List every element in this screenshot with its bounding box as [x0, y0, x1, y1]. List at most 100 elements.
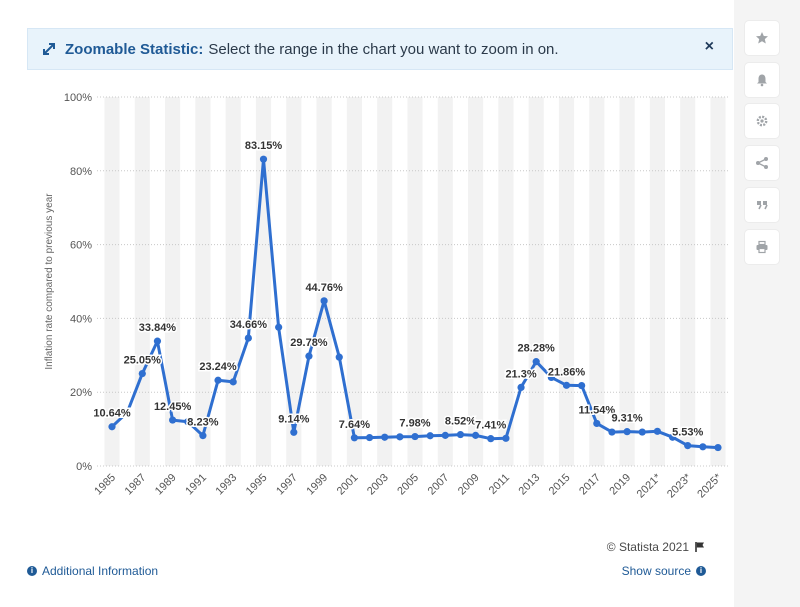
x-tick-label: 1991 [183, 472, 209, 498]
favorite-button[interactable] [745, 21, 779, 55]
year-band [316, 97, 332, 466]
year-band [407, 97, 423, 466]
x-tick-label: 2013 [517, 472, 543, 498]
data-point [487, 435, 495, 443]
data-label: 7.98% [399, 418, 430, 430]
copyright: © Statista 2021 [607, 540, 706, 554]
show-source-label: Show source [621, 564, 691, 578]
year-band [134, 97, 150, 466]
x-tick-label: 2019 [607, 472, 633, 498]
y-tick-label: 80% [70, 166, 92, 178]
data-point [441, 431, 449, 439]
close-icon[interactable]: × [704, 38, 714, 55]
data-point [123, 408, 131, 417]
data-point [562, 381, 571, 389]
data-point [668, 433, 677, 441]
star-icon [756, 32, 768, 44]
data-point [456, 430, 465, 439]
data-point [411, 432, 419, 441]
x-tick-label: 2007 [426, 472, 452, 498]
line-chart[interactable]: 0% 20% 40% 60% 80% 100% Inflation rate compare… [0, 75, 734, 605]
data-label: 8.23% [187, 417, 218, 429]
year-band [680, 97, 696, 466]
year-band [528, 97, 544, 466]
data-point [169, 416, 177, 424]
data-point [229, 378, 237, 386]
data-label: 44.76% [305, 282, 343, 294]
share-button[interactable] [745, 146, 779, 180]
data-point [547, 373, 555, 382]
data-point [472, 431, 480, 439]
x-tick-label: 2023* [665, 471, 694, 500]
data-point [350, 434, 358, 442]
data-point [426, 432, 434, 440]
year-band [589, 97, 605, 466]
year-band [286, 97, 302, 466]
banner-title: Zoomable Statistic: [65, 40, 204, 58]
data-point [244, 334, 252, 342]
year-band [558, 97, 575, 466]
x-tick-label: 2017 [577, 472, 603, 498]
data-label: 25.05% [124, 355, 162, 367]
data-point [517, 383, 525, 392]
additional-info-link[interactable]: i Additional Information [27, 564, 158, 578]
info-icon: i [27, 566, 37, 576]
x-tick-label: 2009 [456, 472, 482, 498]
x-tick-label: 1995 [244, 472, 270, 498]
data-point [199, 432, 207, 440]
zoom-banner: Zoomable Statistic: Select the range in … [27, 28, 733, 70]
data-point [502, 434, 510, 442]
additional-info-label: Additional Information [42, 564, 159, 578]
y-tick-label: 40% [70, 313, 92, 325]
data-label: 9.31% [611, 413, 642, 425]
data-label: 8.52% [445, 416, 476, 428]
data-point [593, 419, 601, 428]
gear-icon [756, 115, 768, 127]
data-point [638, 428, 646, 436]
data-point [335, 353, 343, 361]
data-point [153, 337, 162, 345]
x-tick-label: 1993 [214, 472, 240, 498]
data-point [108, 423, 116, 431]
x-tick-label: 1989 [153, 472, 179, 498]
data-point [714, 443, 722, 452]
year-band [649, 97, 665, 466]
data-label: 28.28% [518, 343, 556, 355]
x-tick-label: 1987 [123, 472, 149, 498]
banner-text: Select the range in the chart you want t… [208, 40, 559, 58]
notify-button[interactable] [745, 63, 779, 97]
data-label: 21.86% [548, 366, 586, 378]
x-tick-label: 1997 [274, 472, 300, 498]
data-label: 34.66% [230, 319, 268, 331]
data-point [578, 381, 586, 390]
cite-button[interactable] [745, 188, 779, 222]
info-icon: i [696, 566, 706, 576]
data-point [214, 376, 222, 384]
settings-button[interactable] [745, 104, 779, 138]
flag-icon [695, 542, 704, 552]
x-tick-label: 1985 [92, 472, 118, 498]
year-band [104, 97, 120, 466]
year-band [619, 97, 635, 466]
expand-icon [41, 41, 57, 57]
print-button[interactable] [745, 230, 779, 264]
data-label: 29.78% [290, 337, 328, 349]
data-point [699, 443, 707, 451]
year-band [165, 97, 181, 466]
x-tick-label: 2003 [365, 472, 391, 498]
show-source-link[interactable]: Show source i [622, 564, 706, 578]
year-band [498, 97, 514, 466]
print-icon [756, 240, 768, 254]
data-label: 9.14% [278, 413, 309, 425]
data-label: 12.45% [154, 401, 192, 413]
x-tick-label: 1999 [304, 472, 330, 498]
data-point [290, 428, 298, 436]
y-tick-label: 20% [70, 387, 92, 399]
data-point [184, 418, 192, 426]
x-tick-label: 2025* [695, 471, 724, 500]
data-point [381, 433, 389, 441]
data-label: 23.24% [199, 361, 237, 373]
x-tick-label: 2015 [547, 472, 573, 498]
data-point [623, 428, 631, 436]
x-tick-label: 2001 [335, 472, 361, 498]
